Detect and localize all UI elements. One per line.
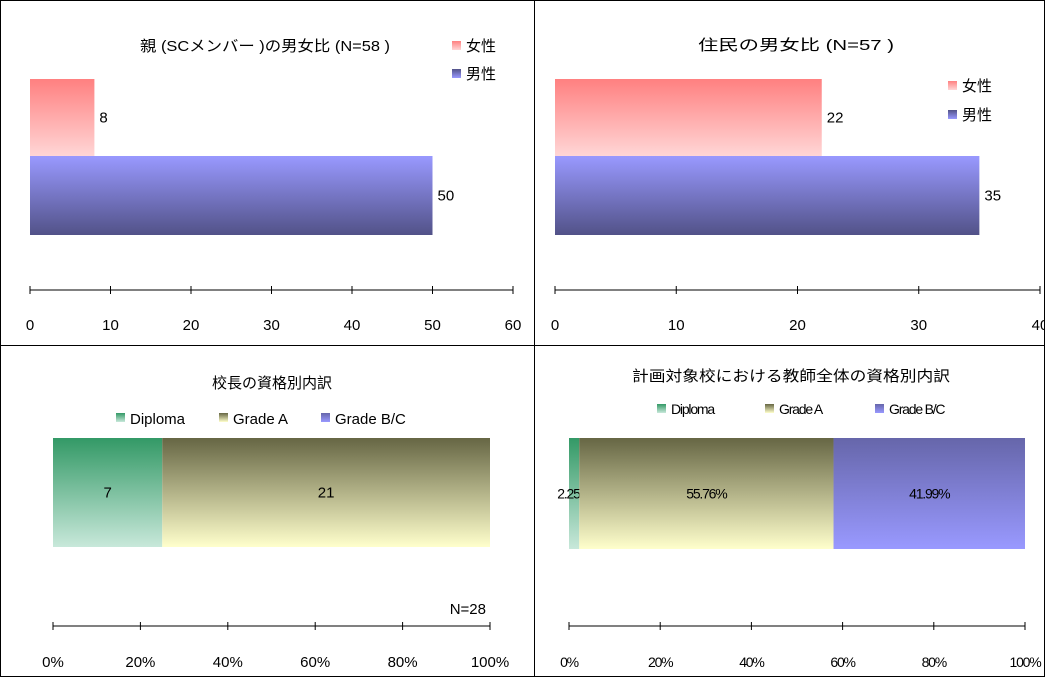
x-tick-label: 40 — [344, 317, 361, 334]
data-label-grade-bc: 41.99% — [909, 486, 950, 502]
bar-female — [555, 79, 822, 156]
x-tick-label: 40% — [213, 654, 243, 671]
x-tick-label: 100% — [1009, 654, 1041, 670]
legend-label-female: 女性 — [466, 37, 496, 55]
data-label-female: 8 — [99, 110, 107, 127]
legend-swatch-female — [948, 81, 957, 90]
bar-segment-diploma — [53, 438, 163, 547]
x-tick-label: 20% — [648, 654, 673, 670]
bar-segment-grade-a — [579, 438, 834, 549]
x-tick-label: 30 — [263, 317, 280, 334]
legend-label-female: 女性 — [962, 77, 992, 95]
chart-marks: 8 50 0 10 20 30 40 50 60 22 35 0 10 20 30 40 7 21 0% 20% 40%… — [26, 79, 1045, 671]
data-label-male: 50 — [438, 188, 455, 205]
data-label-grade-a: 21 — [318, 485, 335, 502]
x-tick-label: 0% — [42, 654, 64, 671]
legend-swatch-diploma — [116, 413, 125, 422]
x-tick-label: 20 — [183, 317, 200, 334]
x-tick-label: 40% — [739, 654, 764, 670]
legend-swatch-male — [452, 69, 461, 78]
chart-title-residents: 住民の男女比 (N=57 ) — [698, 36, 894, 54]
x-tick-label: 60% — [300, 654, 330, 671]
legend-label-grade-a: Grade A — [779, 401, 824, 417]
x-tick-label: 10 — [102, 317, 119, 334]
x-tick-label: 80% — [388, 654, 418, 671]
bar-segment-grade-bc — [833, 438, 1025, 549]
legend-swatch-grade-a — [219, 413, 228, 422]
data-label-grade-a: 55.76% — [686, 486, 727, 502]
x-tick-label: 0% — [560, 654, 579, 670]
legend-label-male: 男性 — [466, 66, 496, 83]
bar-segment-diploma — [569, 438, 580, 549]
legend-swatch-grade-bc — [321, 413, 330, 422]
legend-swatch-grade-a — [765, 404, 774, 413]
x-tick-label: 0 — [551, 317, 559, 334]
chart-title-parents: 親 (SCメンバー )の男女比 (N=58 ) — [140, 37, 390, 55]
x-tick-label: 10 — [668, 317, 685, 334]
x-tick-label: 20% — [125, 654, 155, 671]
bar-male — [30, 156, 433, 235]
legend-label-grade-bc: Grade B/C — [335, 411, 406, 428]
x-tick-label: 80% — [922, 654, 947, 670]
bar-male — [555, 156, 980, 235]
legend-label-grade-a: Grade A — [233, 411, 288, 428]
x-tick-label: 20 — [789, 317, 806, 334]
legend-swatch-diploma — [657, 404, 666, 413]
legend-label-diploma: Diploma — [130, 411, 186, 428]
legend-swatch-grade-bc — [875, 404, 884, 413]
x-tick-label: 100% — [471, 654, 509, 671]
data-label-diploma: 7 — [103, 485, 111, 502]
x-tick-label: 60% — [830, 654, 855, 670]
legend-label-male: 男性 — [962, 107, 992, 124]
sample-size-note: N=28 — [450, 601, 486, 618]
bar-female — [30, 79, 95, 156]
legend-label-diploma: Diploma — [671, 401, 715, 417]
x-tick-label: 0 — [26, 317, 34, 334]
legend-label-grade-bc: Grade B/C — [889, 401, 945, 417]
data-label-male: 35 — [984, 188, 1001, 205]
legend-swatch-male — [948, 110, 957, 119]
chart-title-teachers: 計画対象校における教師全体の資格別内訳 — [632, 367, 950, 385]
data-label-female: 22 — [827, 110, 844, 127]
x-tick-label: 50 — [424, 317, 441, 334]
x-tick-label: 60 — [505, 317, 522, 334]
x-tick-label: 40 — [1032, 317, 1045, 334]
chart-title-principals: 校長の資格別内訳 — [212, 375, 332, 392]
legend-swatch-female — [452, 41, 461, 50]
x-tick-label: 30 — [910, 317, 927, 334]
bar-segment-grade-a — [162, 438, 490, 547]
